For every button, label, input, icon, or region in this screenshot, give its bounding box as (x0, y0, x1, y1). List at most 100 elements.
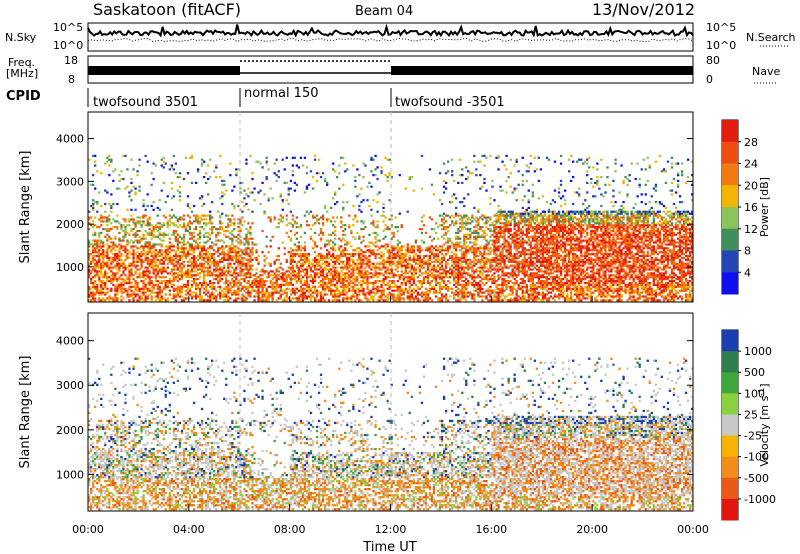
range-gate-cell (352, 274, 355, 277)
range-gate-cell (475, 253, 478, 256)
range-gate-cell (493, 241, 496, 244)
range-gate-cell (360, 299, 363, 302)
range-gate-cell (311, 285, 315, 288)
range-gate-cell (172, 254, 176, 258)
range-gate-cell (275, 283, 278, 287)
range-gate-cell (479, 216, 482, 219)
range-gate-cell (432, 253, 436, 256)
range-gate-cell (245, 287, 248, 290)
range-gate-cell (104, 299, 107, 302)
range-gate-cell (336, 216, 339, 219)
range-gate-cell (231, 222, 234, 225)
range-gate-cell (124, 226, 127, 229)
range-gate-cell (102, 245, 105, 248)
range-gate-cell (170, 197, 174, 200)
range-gate-cell (400, 249, 403, 252)
range-gate-cell (180, 289, 184, 292)
range-gate-cell (178, 254, 182, 258)
range-gate-cell (362, 239, 365, 242)
range-gate-cell (178, 258, 182, 262)
range-gate-cell (102, 299, 105, 302)
range-gate-cell (408, 251, 411, 254)
range-gate-cell (233, 204, 236, 208)
range-gate-cell (319, 285, 323, 288)
range-gate-cell (481, 299, 484, 302)
range-gate-cell (166, 224, 169, 227)
range-gate-cell (321, 214, 325, 217)
range-gate-cell (184, 226, 188, 229)
range-gate-cell (261, 268, 264, 271)
range-gate-cell (114, 220, 117, 223)
range-gate-cell (424, 291, 428, 294)
range-gate-cell (440, 295, 444, 298)
range-gate-cell (239, 243, 242, 246)
range-gate-cell (188, 226, 192, 229)
range-gate-cell (513, 287, 516, 290)
range-gate-cell (321, 218, 325, 221)
range-gate-cell (247, 222, 250, 225)
range-gate-cell (501, 212, 504, 215)
range-gate-cell (277, 247, 280, 250)
range-gate-cell (489, 278, 492, 281)
range-gate-cell (92, 295, 95, 298)
range-gate-cell (505, 251, 508, 254)
range-gate-cell (124, 289, 127, 292)
range-gate-cell (196, 245, 200, 248)
range-gate-cell (215, 235, 218, 238)
range-gate-cell (430, 276, 434, 279)
range-gate-cell (457, 228, 460, 231)
range-gate-cell (346, 297, 349, 300)
range-gate-cell (259, 274, 262, 277)
range-gate-cell (100, 291, 103, 294)
range-gate-cell (513, 233, 516, 236)
range-gate-cell (277, 270, 280, 273)
range-gate-cell (386, 295, 389, 298)
range-gate-cell (483, 231, 486, 235)
range-gate-cell (414, 268, 418, 271)
nsearch-tick-bottom: 10^0 (706, 39, 736, 52)
range-gate-cell (511, 268, 514, 271)
range-gate-cell (402, 245, 405, 248)
range-gate-cell (186, 195, 190, 198)
range-gate-cell (485, 189, 488, 192)
range-gate-cell (503, 281, 506, 285)
range-gate-cell (134, 272, 137, 275)
range-gate-cell (158, 293, 161, 296)
range-gate-cell (184, 256, 188, 260)
range-gate-cell (328, 218, 331, 221)
range-gate-cell (420, 281, 424, 285)
range-gate-cell (489, 264, 492, 267)
range-gate-cell (229, 283, 232, 287)
range-gate-cell (299, 253, 303, 256)
range-gate-cell (451, 201, 454, 204)
range-gate-cell (247, 239, 250, 242)
range-gate-cell (132, 293, 135, 296)
range-gate-cell (235, 293, 238, 296)
range-gate-cell (160, 266, 163, 269)
range-gate-cell (110, 262, 113, 265)
range-gate-cell (374, 254, 377, 258)
range-gate-cell (299, 289, 303, 292)
range-gate-cell (130, 270, 133, 273)
range-gate-cell (134, 253, 137, 256)
range-gate-cell (263, 270, 266, 273)
range-gate-cell (422, 254, 426, 258)
range-gate-cell (148, 228, 151, 231)
date-label: 13/Nov/2012 (592, 0, 695, 19)
range-gate-cell (221, 253, 224, 256)
range-gate-cell (481, 253, 484, 256)
range-gate-cell (336, 281, 339, 285)
range-gate-cell (267, 291, 270, 294)
range-gate-cell (364, 281, 367, 285)
range-gate-cell (150, 280, 153, 283)
range-gate-cell (241, 241, 244, 244)
range-gate-cell (503, 214, 506, 217)
range-gate-cell (400, 226, 403, 229)
range-gate-cell (291, 226, 295, 229)
range-gate-cell (162, 239, 165, 242)
range-gate-cell (92, 243, 95, 246)
range-gate-cell (336, 266, 339, 269)
range-gate-cell (461, 285, 464, 288)
range-gate-cell (461, 222, 464, 225)
range-gate-cell (388, 251, 391, 254)
